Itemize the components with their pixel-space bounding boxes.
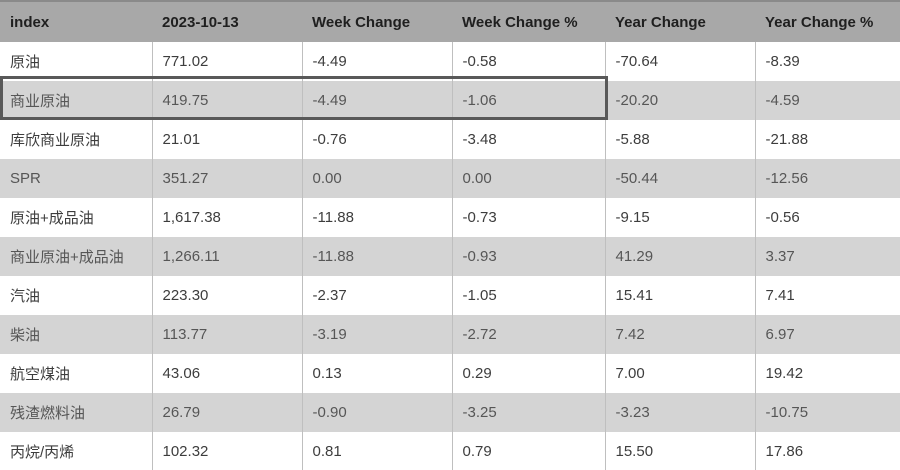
table-row[interactable]: 原油 771.02 -4.49 -0.58 -70.64 -8.39 xyxy=(0,42,900,81)
cell-value: 223.30 xyxy=(151,276,302,315)
row-label: 丙烷/丙烯 xyxy=(0,432,152,470)
cell-value: -0.56 xyxy=(754,198,900,237)
cell-value: -12.56 xyxy=(754,159,900,198)
cell-value: -70.64 xyxy=(604,42,755,81)
cell-value: -0.73 xyxy=(451,198,605,237)
cell-value: 1,617.38 xyxy=(151,198,302,237)
row-label: 原油 xyxy=(0,42,152,81)
cell-value: -50.44 xyxy=(604,159,755,198)
table-row[interactable]: 柴油 113.77 -3.19 -2.72 7.42 6.97 xyxy=(0,315,900,354)
cell-value: 7.00 xyxy=(604,354,755,393)
header-row: index 2023-10-13 Week Change Week Change… xyxy=(0,0,900,42)
cell-value: -3.25 xyxy=(451,393,605,432)
column-header-week-change-pct: Week Change % xyxy=(452,0,605,42)
column-header-year-change-pct: Year Change % xyxy=(755,0,900,42)
cell-value: 0.00 xyxy=(451,159,605,198)
cell-value: -20.20 xyxy=(604,81,755,120)
cell-value: 113.77 xyxy=(151,315,302,354)
row-label: 库欣商业原油 xyxy=(0,120,152,159)
table-row-selected[interactable]: 商业原油 419.75 -4.49 -1.06 -20.20 -4.59 xyxy=(0,81,900,120)
cell-value: 17.86 xyxy=(754,432,900,470)
cell-value: 43.06 xyxy=(151,354,302,393)
table-row[interactable]: 航空煤油 43.06 0.13 0.29 7.00 19.42 xyxy=(0,354,900,393)
cell-value: -4.49 xyxy=(301,42,452,81)
cell-value: -5.88 xyxy=(604,120,755,159)
cell-value: -0.58 xyxy=(451,42,605,81)
cell-value: -4.49 xyxy=(301,81,452,120)
cell-value: 0.81 xyxy=(301,432,452,470)
cell-value: -11.88 xyxy=(301,198,452,237)
cell-value: -10.75 xyxy=(754,393,900,432)
table-body: 原油 771.02 -4.49 -0.58 -70.64 -8.39 商业原油 419.75-… xyxy=(0,42,900,470)
cell-value: -2.37 xyxy=(301,276,452,315)
cell-value: 19.42 xyxy=(754,354,900,393)
row-label: 残渣燃料油 xyxy=(0,393,152,432)
cell-value: 419.75 xyxy=(151,81,302,120)
cell-value: 102.32 xyxy=(151,432,302,470)
cell-value: -21.88 xyxy=(754,120,900,159)
cell-value: 0.79 xyxy=(451,432,605,470)
cell-value: 7.42 xyxy=(604,315,755,354)
cell-value: 3.37 xyxy=(754,237,900,276)
row-label: 商业原油+成品油 xyxy=(0,237,152,276)
table-header: index 2023-10-13 Week Change Week Change… xyxy=(0,0,900,42)
cell-value: -1.06 xyxy=(451,81,605,120)
table-row[interactable]: 汽油 223.30 -2.37 -1.05 15.41 7.41 xyxy=(0,276,900,315)
table-row[interactable]: 原油+成品油 1,617.38 -11.88 -0.73 -9.15 -0.56 xyxy=(0,198,900,237)
cell-value: 0.13 xyxy=(301,354,452,393)
cell-value: -3.48 xyxy=(451,120,605,159)
cell-value: 21.01 xyxy=(151,120,302,159)
row-label: 汽油 xyxy=(0,276,152,315)
cell-value: 26.79 xyxy=(151,393,302,432)
column-header-week-change: Week Change xyxy=(302,0,452,42)
row-label: 航空煤油 xyxy=(0,354,152,393)
cell-value: 771.02 xyxy=(151,42,302,81)
row-label: 原油+成品油 xyxy=(0,198,152,237)
cell-value: -9.15 xyxy=(604,198,755,237)
cell-value: -0.93 xyxy=(451,237,605,276)
table-row[interactable]: 残渣燃料油 26.79 -0.90 -3.25 -3.23 -10.75 xyxy=(0,393,900,432)
cell-value: -8.39 xyxy=(754,42,900,81)
cell-value: 0.00 xyxy=(301,159,452,198)
cell-value: -11.88 xyxy=(301,237,452,276)
cell-value: 15.41 xyxy=(604,276,755,315)
column-header-index: index xyxy=(0,0,152,42)
cell-value: -3.23 xyxy=(604,393,755,432)
cell-value: -0.90 xyxy=(301,393,452,432)
row-label: 柴油 xyxy=(0,315,152,354)
cell-value: 7.41 xyxy=(754,276,900,315)
cell-value: -4.59 xyxy=(754,81,900,120)
cell-value: 351.27 xyxy=(151,159,302,198)
cell-value: -2.72 xyxy=(451,315,605,354)
cell-value: -3.19 xyxy=(301,315,452,354)
cell-value: 1,266.11 xyxy=(151,237,302,276)
cell-value: 41.29 xyxy=(604,237,755,276)
cell-value: 0.29 xyxy=(451,354,605,393)
table-row[interactable]: 库欣商业原油 21.01 -0.76 -3.48 -5.88 -21.88 xyxy=(0,120,900,159)
table-row[interactable]: 丙烷/丙烯 102.32 0.81 0.79 15.50 17.86 xyxy=(0,432,900,470)
cell-value: -1.05 xyxy=(451,276,605,315)
row-label: SPR xyxy=(0,159,152,198)
table-row[interactable]: 商业原油+成品油 1,266.11 -11.88 -0.93 41.29 3.37 xyxy=(0,237,900,276)
column-header-date: 2023-10-13 xyxy=(152,0,302,42)
cell-value: 6.97 xyxy=(754,315,900,354)
cell-value: 15.50 xyxy=(604,432,755,470)
row-label: 商业原油 xyxy=(0,81,152,120)
table-row[interactable]: SPR 351.27 0.00 0.00 -50.44 -12.56 xyxy=(0,159,900,198)
column-header-year-change: Year Change xyxy=(605,0,755,42)
cell-value: -0.76 xyxy=(301,120,452,159)
